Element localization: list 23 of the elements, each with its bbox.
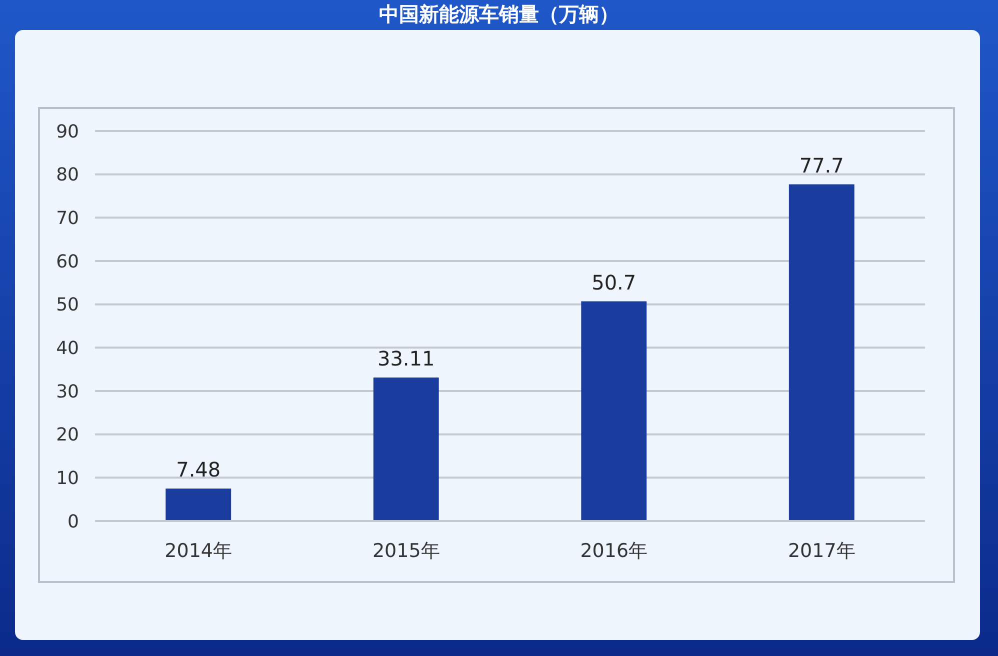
y-tick-label: 40	[56, 338, 79, 359]
y-tick-label: 90	[56, 121, 79, 142]
y-tick-label: 0	[68, 511, 79, 532]
bar	[581, 301, 647, 521]
x-tick-label: 2017年	[788, 540, 856, 562]
chart-title: 中国新能源车销量（万辆）	[379, 2, 619, 26]
data-label: 77.7	[799, 153, 844, 178]
x-tick-label: 2016年	[580, 540, 648, 562]
data-label: 33.11	[377, 346, 435, 371]
bar	[373, 378, 439, 521]
x-tick-label: 2015年	[372, 540, 440, 562]
y-tick-label: 80	[56, 164, 79, 186]
y-tick-label: 50	[56, 294, 79, 316]
y-tick-label: 70	[56, 208, 79, 229]
y-tick-label: 60	[56, 251, 79, 272]
bar	[788, 184, 854, 521]
bar	[166, 488, 232, 521]
y-tick-label: 30	[56, 381, 79, 402]
y-tick-label: 10	[56, 468, 79, 489]
data-label: 7.48	[176, 458, 221, 482]
data-label: 50.7	[592, 270, 636, 294]
x-tick-label: 2014年	[164, 540, 232, 562]
y-tick-label: 20	[56, 424, 79, 446]
